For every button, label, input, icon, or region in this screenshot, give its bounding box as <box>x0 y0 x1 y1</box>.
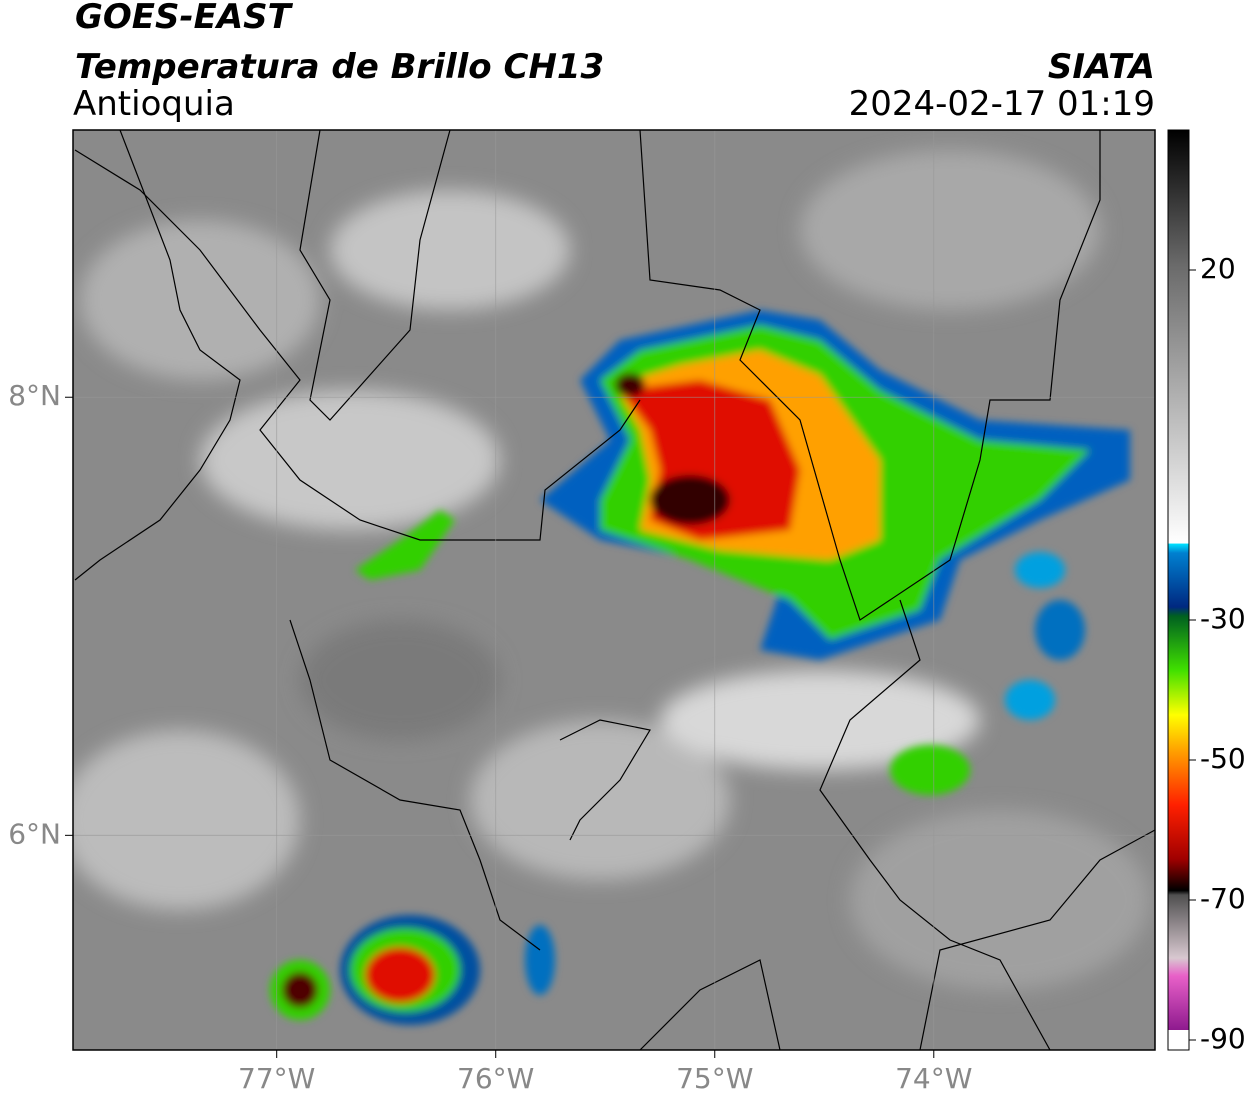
colorbar-label: -70 <box>1200 882 1246 915</box>
datetime: 2024-02-17 01:19 <box>849 84 1155 124</box>
colorbar-label: -30 <box>1200 602 1246 635</box>
lat-label: 6°N <box>8 817 61 850</box>
lon-label: 74°W <box>895 1062 972 1095</box>
title: GOES-EAST <box>75 0 294 37</box>
agency: SIATA <box>1048 47 1155 87</box>
colorbar <box>1168 130 1189 1030</box>
colorbar-label: 20 <box>1200 252 1236 285</box>
subtitle: Temperatura de Brillo CH13 <box>75 47 604 87</box>
colorbar-label: -50 <box>1200 742 1246 775</box>
map-frame <box>72 129 1156 1051</box>
map-image <box>73 130 1155 1050</box>
colorbar-extension <box>1168 1030 1189 1050</box>
lat-label: 8°N <box>8 379 61 412</box>
lon-label: 76°W <box>457 1062 534 1095</box>
colorbar-label: -90 <box>1200 1022 1246 1055</box>
region: Antioquia <box>73 84 235 124</box>
lon-label: 75°W <box>676 1062 753 1095</box>
lon-label: 77°W <box>238 1062 315 1095</box>
colorbar-frame <box>1167 129 1190 1051</box>
